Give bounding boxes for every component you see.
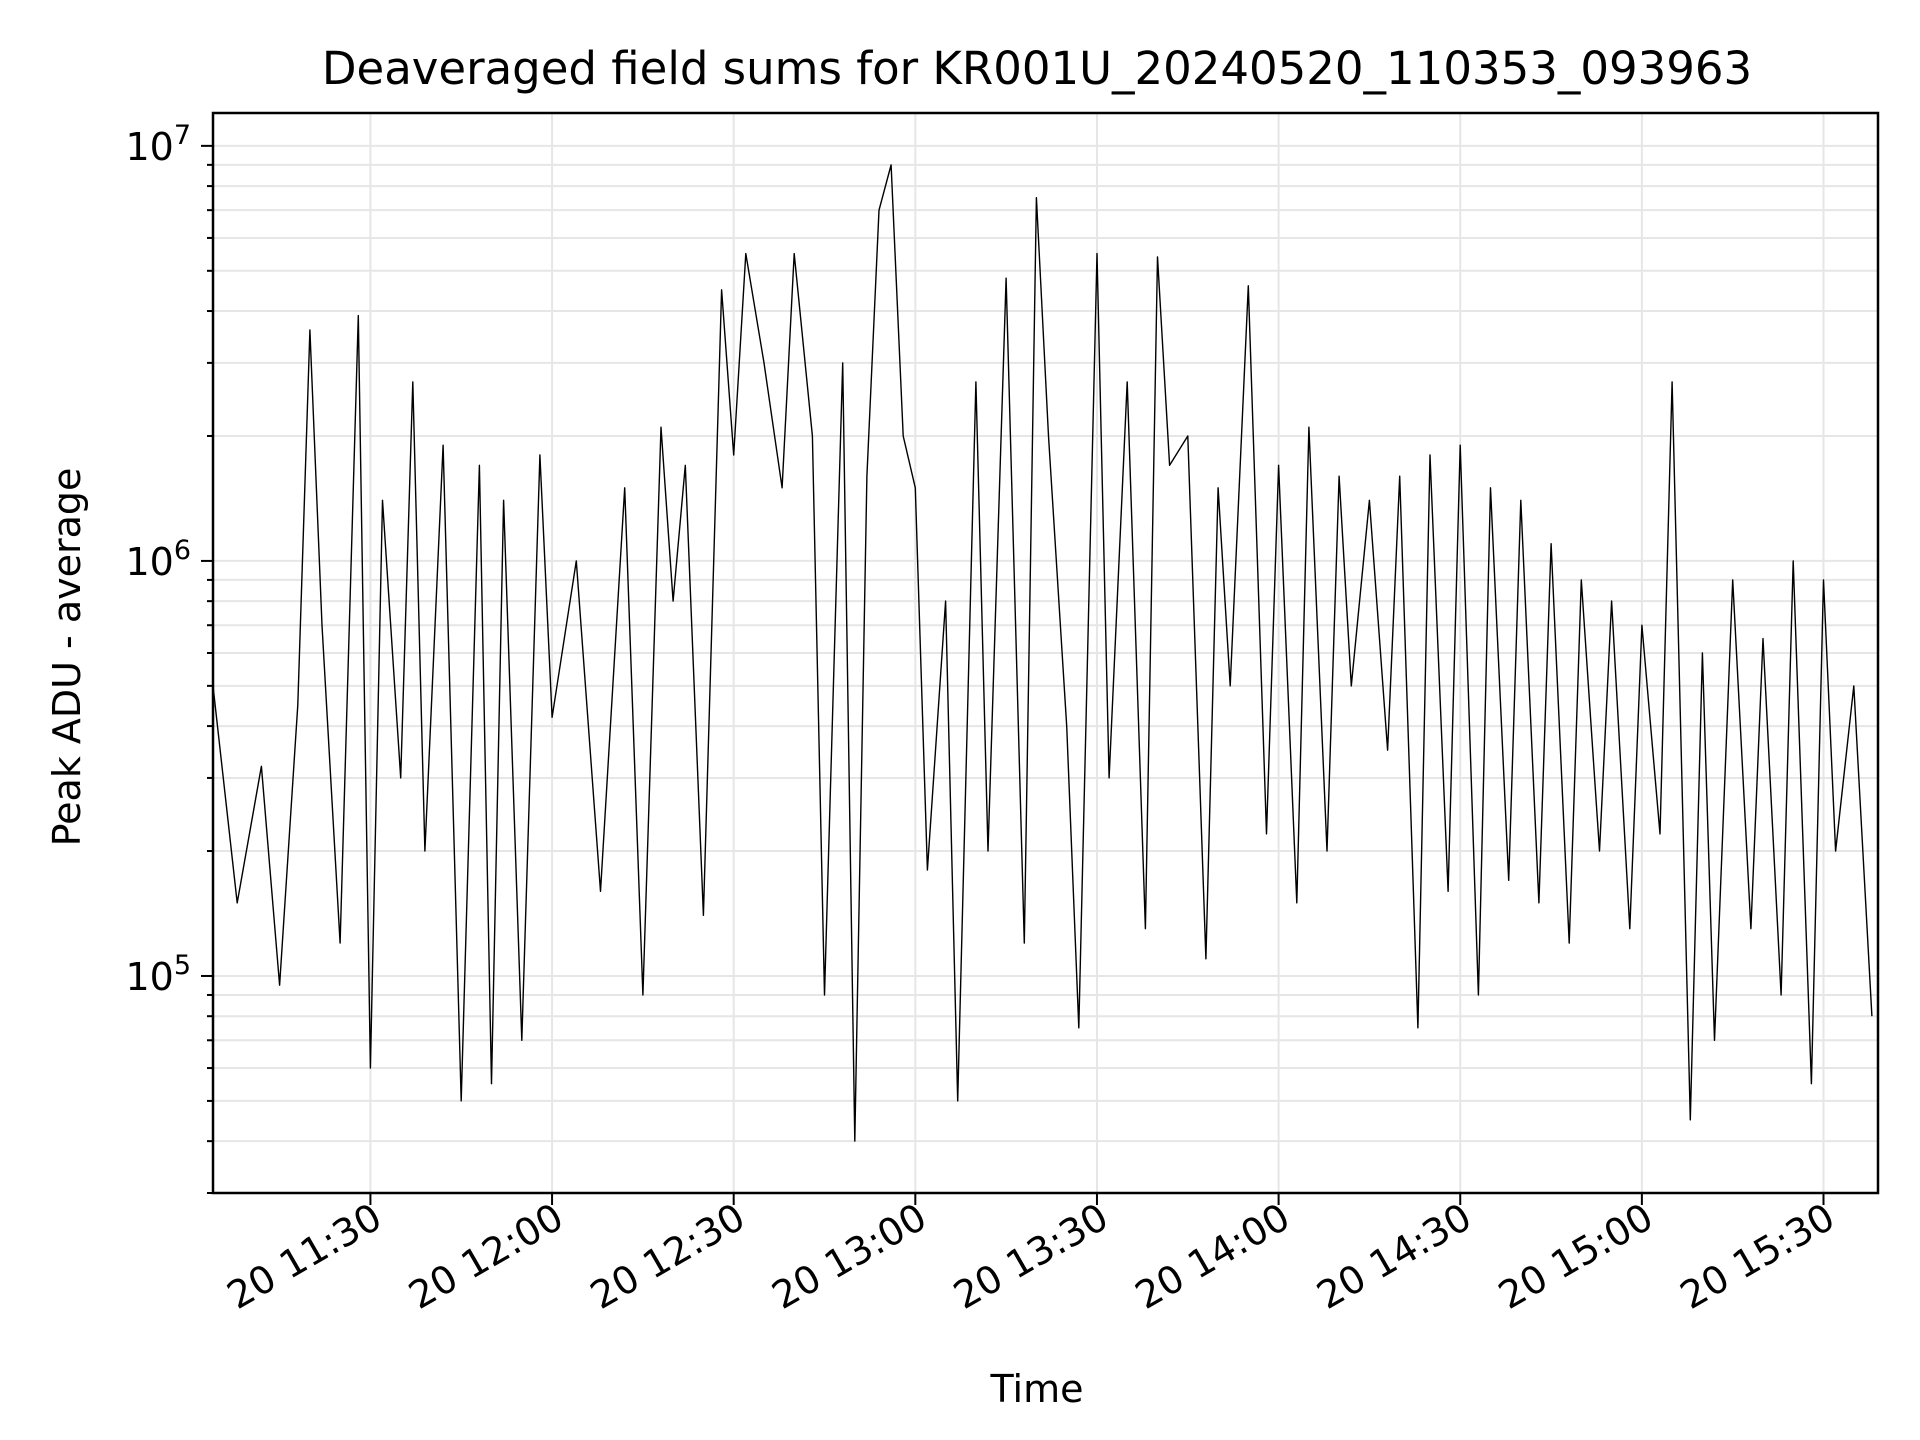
y-tick-base: 10 — [125, 955, 173, 999]
y-tick-exponent: 7 — [174, 120, 191, 151]
x-tick-label: 20 11:30 — [220, 1195, 389, 1318]
x-axis-label: Time — [990, 1367, 1084, 1411]
x-tick-label: 20 13:00 — [765, 1195, 934, 1318]
x-tick-label: 20 15:00 — [1491, 1195, 1660, 1318]
series-line — [212, 164, 1873, 1142]
y-tick-label: 107 — [125, 120, 191, 169]
y-axis-label: Peak ADU - average — [45, 468, 89, 847]
x-grid — [369, 113, 1825, 1193]
x-tick-label: 20 14:00 — [1128, 1195, 1297, 1318]
x-tick-label: 20 15:30 — [1673, 1195, 1842, 1318]
x-tick-label: 20 12:30 — [583, 1195, 752, 1318]
chart-title: Deaveraged field sums for KR001U_2024052… — [322, 42, 1752, 95]
x-tick-label: 20 12:00 — [401, 1195, 570, 1318]
y-tick-base: 10 — [125, 540, 173, 584]
x-tick-label: 20 13:30 — [946, 1195, 1115, 1318]
y-tick-exponent: 5 — [174, 950, 191, 981]
y-tick-label: 106 — [125, 535, 191, 584]
x-tick-label: 20 14:30 — [1310, 1195, 1479, 1318]
y-tick-exponent: 6 — [174, 535, 191, 566]
x-ticks: 20 11:30 20 12:00 20 12:30 20 13:00 20 13:30… — [220, 1193, 1842, 1318]
y-tick-label: 105 — [125, 950, 191, 999]
y-tick-base: 10 — [125, 125, 173, 169]
